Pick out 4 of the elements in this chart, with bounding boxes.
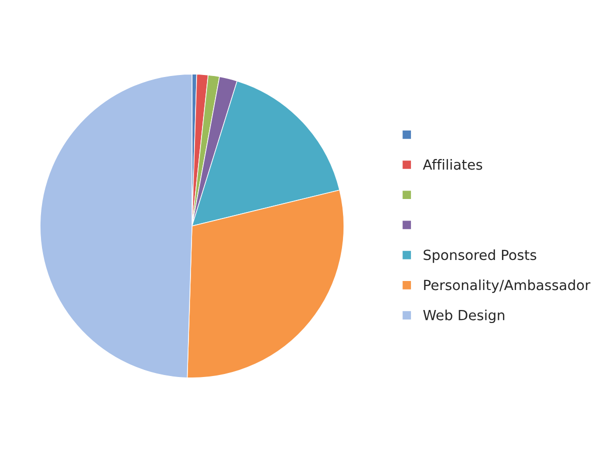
legend-label: Personality/Ambassador bbox=[424, 279, 590, 293]
legend-label: Sponsored Posts bbox=[424, 249, 536, 263]
legend-label: Affiliates bbox=[422, 159, 482, 170]
legend-label: Web Design bbox=[423, 310, 504, 324]
